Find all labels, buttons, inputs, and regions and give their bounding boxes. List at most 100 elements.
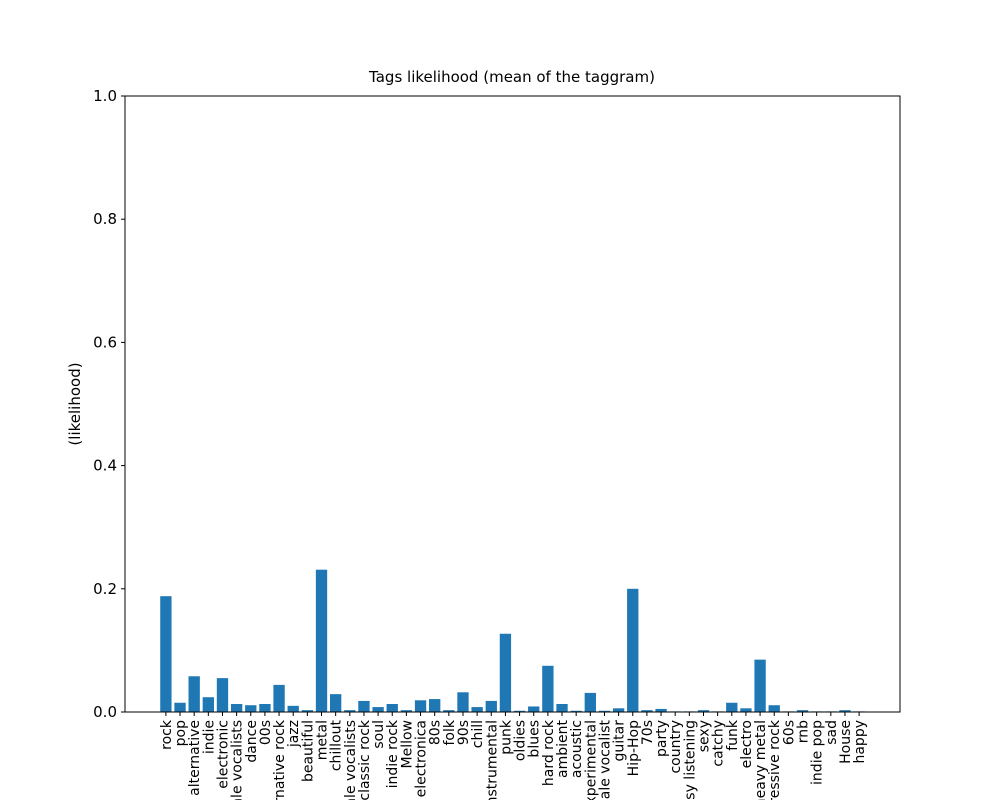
bar xyxy=(216,678,229,712)
bar xyxy=(768,705,780,712)
y-tick-label: 0.6 xyxy=(93,333,117,351)
x-tick-label: rock xyxy=(159,719,175,750)
x-tick-label: instrumental xyxy=(484,720,500,800)
bar xyxy=(287,705,299,712)
x-tick-label: 70s xyxy=(640,720,656,745)
bar xyxy=(485,700,497,712)
x-tick-label: beautiful xyxy=(300,720,316,782)
bar xyxy=(627,588,639,712)
bar xyxy=(429,699,441,712)
bar xyxy=(641,710,653,712)
x-tick-label: indie pop xyxy=(810,720,826,785)
plot-frame xyxy=(124,95,901,713)
x-tick-label: indie xyxy=(201,720,217,754)
bar xyxy=(160,596,172,712)
x-tick-label: oldies xyxy=(513,720,529,761)
bar xyxy=(839,710,851,712)
x-tick-label: electro xyxy=(739,720,755,768)
x-tick-label: jazz xyxy=(286,720,302,748)
bar xyxy=(754,659,766,712)
bar xyxy=(259,703,271,712)
bar xyxy=(542,665,554,712)
x-tick-label: happy xyxy=(852,720,868,764)
bar xyxy=(329,694,342,712)
x-tick-label: soul xyxy=(371,720,387,749)
x-tick-label: chillout xyxy=(329,719,345,771)
bar xyxy=(612,708,625,712)
bar xyxy=(188,676,200,712)
bar xyxy=(414,700,427,712)
x-tick-label: alternative rock xyxy=(272,719,288,800)
x-tick-label: 80s xyxy=(428,720,444,745)
x-tick-label: House xyxy=(838,720,854,764)
bar xyxy=(245,705,257,712)
bar xyxy=(230,703,243,712)
bar xyxy=(598,710,611,712)
x-tick-label: pop xyxy=(173,720,189,746)
x-tick-label: guitar xyxy=(612,720,628,762)
y-axis-label: (likelihood) xyxy=(66,362,84,445)
bar xyxy=(386,703,398,712)
bar xyxy=(499,633,512,712)
x-tick-label: rnb xyxy=(796,720,812,743)
x-tick-label: electronica xyxy=(414,720,430,797)
bar xyxy=(528,706,540,712)
bar xyxy=(174,702,186,712)
x-tick-label: Progressive rock xyxy=(767,719,783,800)
bar xyxy=(344,710,356,712)
bar xyxy=(443,710,455,712)
x-tick-label: acoustic xyxy=(569,720,585,778)
x-tick-label: female vocalists xyxy=(230,720,246,800)
x-tick-label: easy listening xyxy=(682,720,698,800)
x-tick-label: country xyxy=(668,720,684,774)
bar xyxy=(202,697,214,712)
bar xyxy=(556,703,568,712)
bar xyxy=(358,700,370,712)
x-tick-label: metal xyxy=(315,720,331,760)
bar xyxy=(457,692,469,712)
x-tick-label: Mellow xyxy=(399,720,415,769)
x-tick-label: funk xyxy=(725,719,741,751)
x-tick-label: party xyxy=(654,720,670,757)
x-tick-label: punk xyxy=(498,719,514,755)
bar xyxy=(570,710,582,712)
bar xyxy=(513,710,526,712)
bar xyxy=(400,710,413,712)
x-tick-label: Hip-Hop xyxy=(626,720,642,776)
bar xyxy=(655,708,667,712)
x-tick-label: alternative xyxy=(187,720,203,796)
bar xyxy=(471,707,483,712)
x-tick-label: hard rock xyxy=(541,719,557,786)
bar xyxy=(697,710,710,712)
x-tick-label: sad xyxy=(824,720,840,745)
x-tick-label: catchy xyxy=(711,720,727,767)
y-tick-label: 0.0 xyxy=(93,703,117,721)
y-tick-label: 0.8 xyxy=(93,210,117,228)
x-tick-label: male vocalists xyxy=(343,720,359,800)
bar xyxy=(273,684,285,712)
bar xyxy=(301,710,314,712)
y-tick-label: 1.0 xyxy=(93,87,117,105)
x-tick-label: dance xyxy=(244,720,260,763)
chart-title: Tags likelihood (mean of the taggram) xyxy=(368,68,655,86)
bar xyxy=(372,707,384,712)
x-tick-label: 60s xyxy=(781,720,797,745)
x-tick-label: 90s xyxy=(456,720,472,745)
bar xyxy=(726,702,738,712)
x-tick-label: blues xyxy=(527,720,543,758)
y-tick-label: 0.4 xyxy=(93,457,117,475)
bar xyxy=(796,710,809,712)
x-tick-label: ambient xyxy=(555,719,571,777)
x-tick-label: classic rock xyxy=(357,719,373,800)
x-tick-label: chill xyxy=(470,720,486,748)
x-tick-label: sexy xyxy=(696,720,712,752)
bar xyxy=(740,708,752,712)
x-tick-label: female vocalist xyxy=(597,719,613,800)
x-tick-label: experimental xyxy=(583,720,599,800)
x-tick-label: 00s xyxy=(258,720,274,745)
bar xyxy=(315,569,328,712)
x-tick-label: folk xyxy=(442,719,458,745)
x-tick-label: electronic xyxy=(215,720,231,789)
x-tick-label: heavy metal xyxy=(753,720,769,800)
